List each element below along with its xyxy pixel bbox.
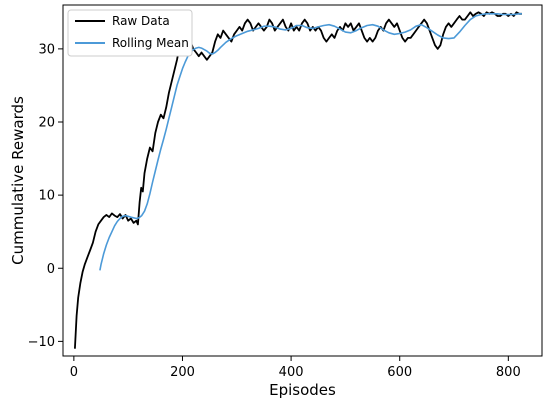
series-line-raw-data	[74, 11, 522, 349]
y-tick-label: 10	[38, 189, 55, 204]
y-tick-label: 30	[38, 42, 55, 57]
x-tick-label: 400	[279, 365, 304, 380]
legend: Raw Data Rolling Mean	[67, 9, 193, 57]
x-tick-label: 200	[170, 365, 195, 380]
y-axis-label: Cummulative Rewards	[9, 96, 27, 265]
x-axis: 0 200 400 600 800	[70, 356, 521, 380]
y-tick-label: −10	[28, 335, 55, 350]
x-tick-label: 800	[496, 365, 521, 380]
y-axis: −10 0 10 20 30	[28, 42, 63, 350]
x-axis-label: Episodes	[269, 381, 336, 399]
legend-label-rolling-mean: Rolling Mean	[112, 36, 189, 50]
y-tick-label: 20	[38, 116, 55, 131]
x-tick-label: 600	[387, 365, 412, 380]
x-tick-label: 0	[70, 365, 78, 380]
legend-label-raw-data: Raw Data	[112, 14, 170, 28]
y-tick-label: 0	[47, 262, 55, 277]
plot-area	[62, 4, 543, 357]
series-line-rolling-mean	[99, 13, 522, 271]
series-layer	[74, 11, 522, 349]
